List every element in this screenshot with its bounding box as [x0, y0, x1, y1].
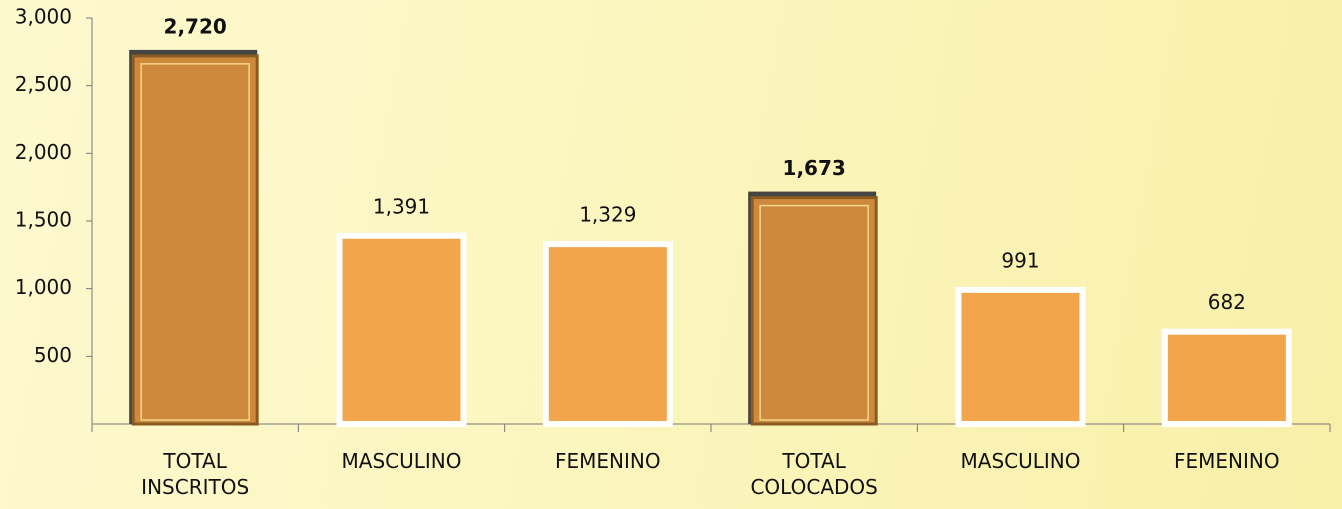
x-tick-label: TOTAL COLOCADOS — [750, 449, 878, 499]
value-label: 2,720 — [164, 14, 227, 38]
y-tick-label: 3,000 — [15, 5, 72, 29]
x-tick-label: FEMENINO — [1174, 449, 1280, 473]
y-tick-label: 2,500 — [15, 72, 72, 96]
x-tick-label: TOTAL INSCRITOS — [141, 449, 250, 499]
y-tick-label: 1,000 — [15, 275, 72, 299]
bar — [750, 196, 878, 426]
bar-inner — [140, 63, 250, 421]
x-tick-label: FEMENINO — [555, 449, 661, 473]
bar — [955, 286, 1086, 427]
value-label: 1,329 — [579, 203, 636, 227]
x-tick-label: MASCULINO — [960, 449, 1081, 473]
value-label: 682 — [1208, 290, 1246, 314]
bar — [336, 232, 467, 427]
value-label: 991 — [1001, 248, 1039, 272]
y-tick-label: 1,500 — [15, 208, 72, 232]
x-tick-label: MASCULINO — [341, 449, 462, 473]
bar — [1161, 328, 1292, 427]
y-tick-label: 500 — [34, 343, 72, 367]
value-label: 1,391 — [373, 194, 430, 218]
y-tick-label: 2,000 — [15, 140, 72, 164]
bar-inner — [759, 204, 869, 421]
value-label: 1,673 — [783, 156, 846, 180]
bar — [131, 54, 259, 426]
bar — [542, 241, 673, 427]
